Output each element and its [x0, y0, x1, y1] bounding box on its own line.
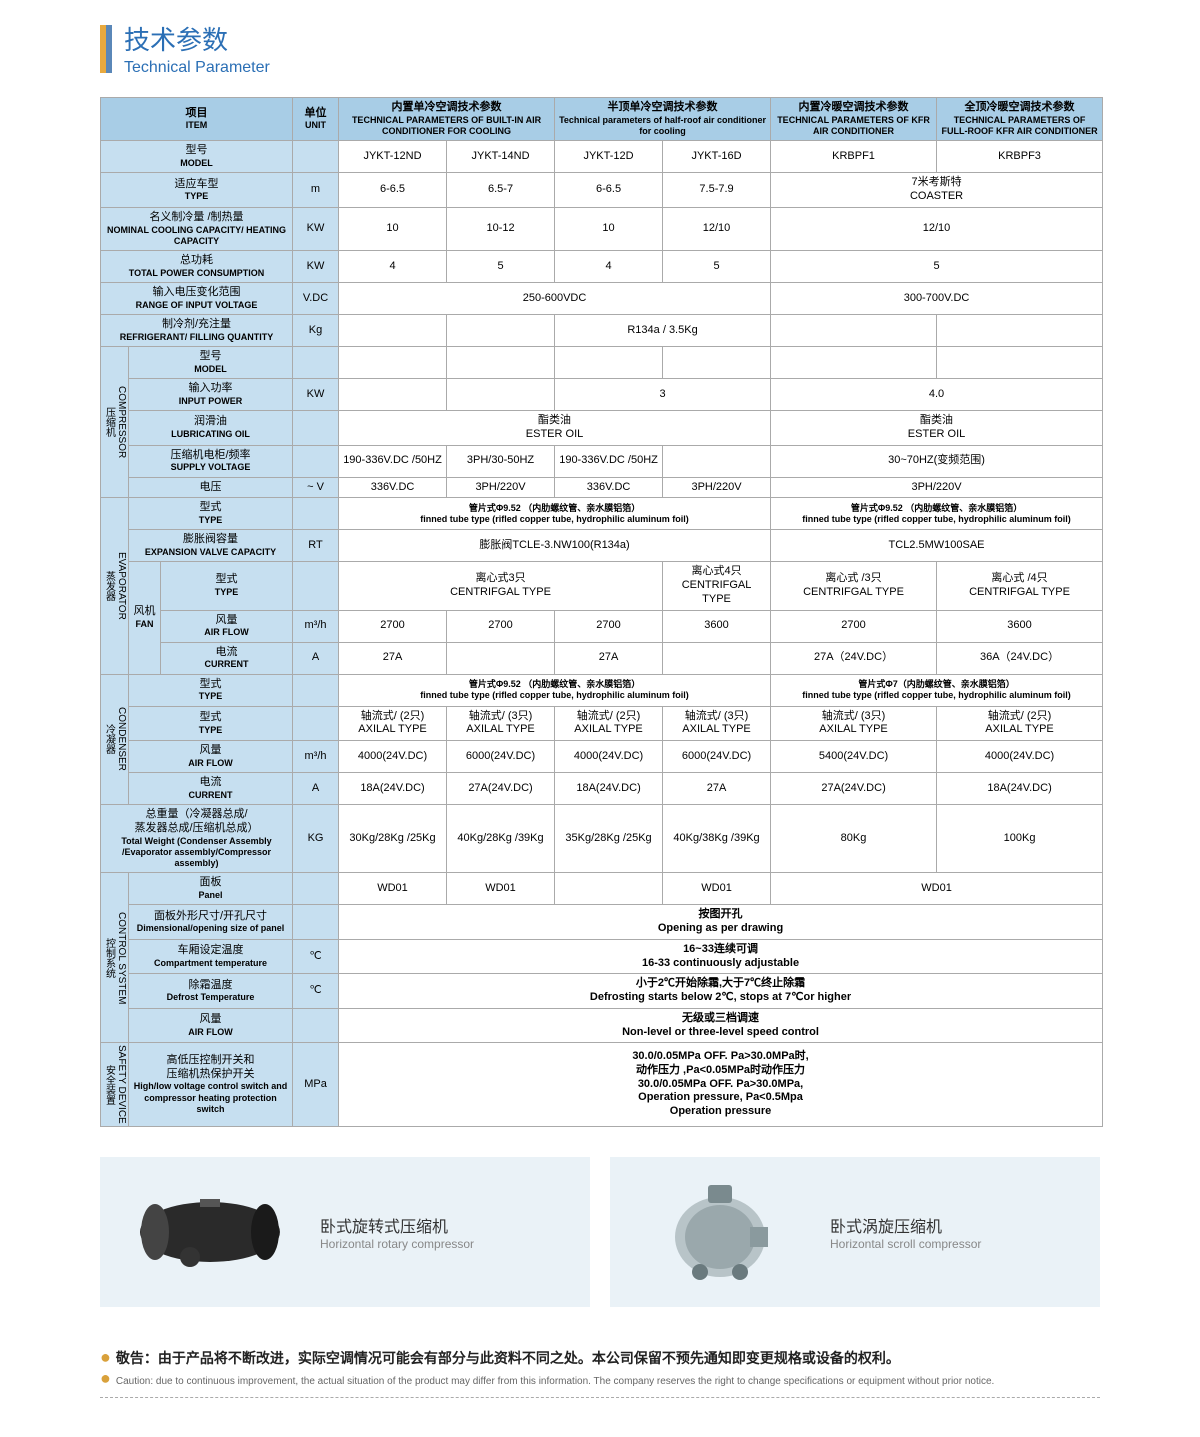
title-english: Technical Parameter	[124, 59, 270, 77]
rotary-compressor-icon	[120, 1177, 300, 1287]
row-weight-label: 总重量（冷凝器总成/ 蒸发器总成/压缩机总成）Total Weight (Con…	[101, 805, 293, 873]
spec-table: 项目ITEM 单位UNIT 内置单冷空调技术参数TECHNICAL PARAME…	[100, 97, 1103, 1127]
rotary-compressor-card: 卧式旋转式压缩机 Horizontal rotary compressor	[100, 1157, 590, 1307]
bullet-icon: ●	[100, 1368, 116, 1388]
scroll-compressor-card: 卧式涡旋压缩机 Horizontal scroll compressor	[610, 1157, 1100, 1307]
scroll-label-cn: 卧式涡旋压缩机	[830, 1213, 981, 1237]
header-group4: 全顶冷暖空调技术参数TECHNICAL PARAMETERS OF FULL-R…	[937, 98, 1103, 141]
evaporator-section-label: EVAPORATOR蒸发器	[101, 498, 129, 674]
header-unit: 单位UNIT	[293, 98, 339, 141]
bullet-icon: ●	[100, 1347, 116, 1367]
caution-en-text: Caution: due to continuous improvement, …	[116, 1376, 994, 1387]
title-accent-bar	[100, 25, 112, 73]
header-group3: 内置冷暖空调技术参数TECHNICAL PARAMETERS OF KFR AI…	[771, 98, 937, 141]
row-cooling-label: 名义制冷量 /制热量NOMINAL COOLING CAPACITY/ HEAT…	[101, 207, 293, 250]
rotary-label-cn: 卧式旋转式压缩机	[320, 1213, 474, 1237]
row-power-label: 总功耗TOTAL POWER CONSUMPTION	[101, 251, 293, 283]
title-chinese: 技术参数	[124, 20, 270, 57]
caution-cn-text: 敬告：由于产品将不断改进，实际空调情况可能会有部分与此资料不同之处。本公司保留不…	[116, 1350, 900, 1366]
row-voltage-label: 输入电压变化范围RANGE OF INPUT VOLTAGE	[101, 283, 293, 315]
header-item: 项目ITEM	[101, 98, 293, 141]
caution-block: ● 敬告：由于产品将不断改进，实际空调情况可能会有部分与此资料不同之处。本公司保…	[100, 1337, 1100, 1398]
row-type-label: 适应车型TYPE	[101, 173, 293, 208]
compressor-section-label: COMPRESSOR压缩机	[101, 347, 129, 498]
page-title-block: 技术参数 Technical Parameter	[100, 20, 1100, 77]
scroll-compressor-icon	[630, 1177, 810, 1287]
scroll-label-en: Horizontal scroll compressor	[830, 1237, 981, 1251]
condenser-section-label: CONDENSER冷凝器	[101, 674, 129, 805]
header-group2: 半顶单冷空调技术参数Technical parameters of half-r…	[555, 98, 771, 141]
control-section-label: CONTROL SYSTEM控制系统	[101, 873, 129, 1043]
header-group1: 内置单冷空调技术参数TECHNICAL PARAMETERS OF BUILT-…	[339, 98, 555, 141]
safety-section-label: SAFETY DEVICE安全装置	[101, 1043, 129, 1127]
row-refrig-label: 制冷剂/充注量REFRIGERANT/ FILLING QUANTITY	[101, 315, 293, 347]
rotary-label-en: Horizontal rotary compressor	[320, 1237, 474, 1251]
row-model-label: 型号MODEL	[101, 141, 293, 173]
compressor-cards: 卧式旋转式压缩机 Horizontal rotary compressor 卧式…	[100, 1157, 1100, 1307]
